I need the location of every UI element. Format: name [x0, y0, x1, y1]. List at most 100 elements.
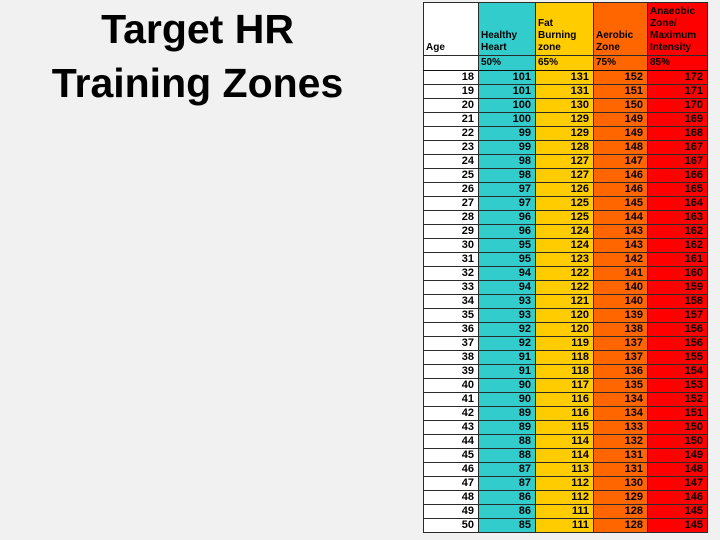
table-cell-aerobic: 149 [593, 126, 648, 141]
table-cell-fat: 130 [535, 98, 594, 113]
table-cell-healthy: 88 [478, 448, 536, 463]
table-cell-age: 37 [423, 336, 479, 351]
table-cell-aerobic: 129 [593, 490, 648, 505]
table-row: 25 98 127 146 166 [423, 168, 708, 183]
table-cell-anaerobic: 149 [647, 448, 708, 463]
table-cell-age: 50 [423, 518, 479, 533]
table-cell-fat: 120 [535, 308, 594, 323]
table-cell-healthy: 86 [478, 490, 536, 505]
table-row: 50 85 111 128 145 [423, 518, 708, 533]
table-cell-aerobic: 144 [593, 210, 648, 225]
table-cell-fat: 127 [535, 154, 594, 169]
table-cell-aerobic: 128 [593, 518, 648, 533]
table-cell-healthy: 93 [478, 308, 536, 323]
percent-row: 50% 65% 75% 85% [423, 55, 708, 71]
table-cell-anaerobic: 147 [647, 476, 708, 491]
header-row: Age Healthy Heart Fat Burning zone Aerob… [423, 2, 708, 56]
slide-title-line1: Target HR [101, 6, 294, 52]
table-cell-anaerobic: 155 [647, 350, 708, 365]
table-cell-aerobic: 138 [593, 322, 648, 337]
table-cell-age: 32 [423, 266, 479, 281]
pct-healthy-heart: 50% [478, 55, 536, 71]
table-cell-anaerobic: 166 [647, 168, 708, 183]
table-cell-anaerobic: 159 [647, 280, 708, 295]
table-row: 28 96 125 144 163 [423, 210, 708, 225]
table-cell-healthy: 89 [478, 420, 536, 435]
table-row: 20 100 130 150 170 [423, 98, 708, 113]
table-cell-anaerobic: 154 [647, 364, 708, 379]
table-cell-healthy: 91 [478, 350, 536, 365]
table-row: 37 92 119 137 156 [423, 336, 708, 351]
table-cell-anaerobic: 162 [647, 238, 708, 253]
table-cell-aerobic: 135 [593, 378, 648, 393]
table-cell-healthy: 94 [478, 266, 536, 281]
table-row: 19 101 131 151 171 [423, 84, 708, 99]
table-cell-aerobic: 140 [593, 294, 648, 309]
table-cell-aerobic: 149 [593, 112, 648, 127]
table-cell-age: 25 [423, 168, 479, 183]
table-row: 38 91 118 137 155 [423, 350, 708, 365]
table-cell-fat: 112 [535, 490, 594, 505]
table-cell-healthy: 95 [478, 238, 536, 253]
table-cell-age: 26 [423, 182, 479, 197]
table-cell-fat: 114 [535, 448, 594, 463]
slide-title: Target HR Training Zones [0, 2, 395, 110]
table-cell-fat: 111 [535, 518, 594, 533]
table-cell-fat: 131 [535, 70, 594, 85]
table-cell-healthy: 98 [478, 154, 536, 169]
table-cell-healthy: 87 [478, 476, 536, 491]
table-cell-anaerobic: 145 [647, 504, 708, 519]
table-cell-anaerobic: 161 [647, 252, 708, 267]
table-cell-fat: 116 [535, 392, 594, 407]
table-cell-fat: 124 [535, 238, 594, 253]
table-cell-fat: 115 [535, 420, 594, 435]
pct-fat-burning: 65% [535, 55, 594, 71]
pct-aerobic: 75% [593, 55, 648, 71]
table-cell-anaerobic: 148 [647, 462, 708, 477]
table-cell-aerobic: 128 [593, 504, 648, 519]
table-cell-healthy: 88 [478, 434, 536, 449]
table-row: 41 90 116 134 152 [423, 392, 708, 407]
table-row: 30 95 124 143 162 [423, 238, 708, 253]
table-cell-anaerobic: 157 [647, 308, 708, 323]
table-cell-healthy: 87 [478, 462, 536, 477]
table-cell-healthy: 99 [478, 140, 536, 155]
table-cell-aerobic: 148 [593, 140, 648, 155]
table-cell-healthy: 95 [478, 252, 536, 267]
table-row: 31 95 123 142 161 [423, 252, 708, 267]
table-cell-healthy: 94 [478, 280, 536, 295]
table-cell-healthy: 97 [478, 182, 536, 197]
hr-zones-table: Age Healthy Heart Fat Burning zone Aerob… [423, 2, 708, 533]
table-row: 18 101 131 152 172 [423, 70, 708, 85]
table-cell-aerobic: 131 [593, 448, 648, 463]
table-cell-age: 46 [423, 462, 479, 477]
table-cell-anaerobic: 162 [647, 224, 708, 239]
header-age: Age [423, 2, 479, 56]
table-cell-aerobic: 151 [593, 84, 648, 99]
table-cell-healthy: 93 [478, 294, 536, 309]
table-cell-anaerobic: 168 [647, 126, 708, 141]
table-row: 47 87 112 130 147 [423, 476, 708, 491]
table-row: 44 88 114 132 150 [423, 434, 708, 449]
table-cell-aerobic: 134 [593, 406, 648, 421]
table-cell-age: 43 [423, 420, 479, 435]
table-row: 42 89 116 134 151 [423, 406, 708, 421]
table-cell-anaerobic: 163 [647, 210, 708, 225]
table-row: 29 96 124 143 162 [423, 224, 708, 239]
table-cell-fat: 128 [535, 140, 594, 155]
table-row: 45 88 114 131 149 [423, 448, 708, 463]
table-cell-fat: 129 [535, 126, 594, 141]
table-row: 32 94 122 141 160 [423, 266, 708, 281]
table-cell-aerobic: 146 [593, 182, 648, 197]
table-cell-age: 40 [423, 378, 479, 393]
table-cell-aerobic: 134 [593, 392, 648, 407]
table-cell-healthy: 86 [478, 504, 536, 519]
table-cell-anaerobic: 158 [647, 294, 708, 309]
table-cell-anaerobic: 167 [647, 140, 708, 155]
table-row: 46 87 113 131 148 [423, 462, 708, 477]
table-cell-healthy: 100 [478, 112, 536, 127]
header-aerobic: Aerobic Zone [593, 2, 648, 56]
table-row: 35 93 120 139 157 [423, 308, 708, 323]
table-cell-anaerobic: 165 [647, 182, 708, 197]
